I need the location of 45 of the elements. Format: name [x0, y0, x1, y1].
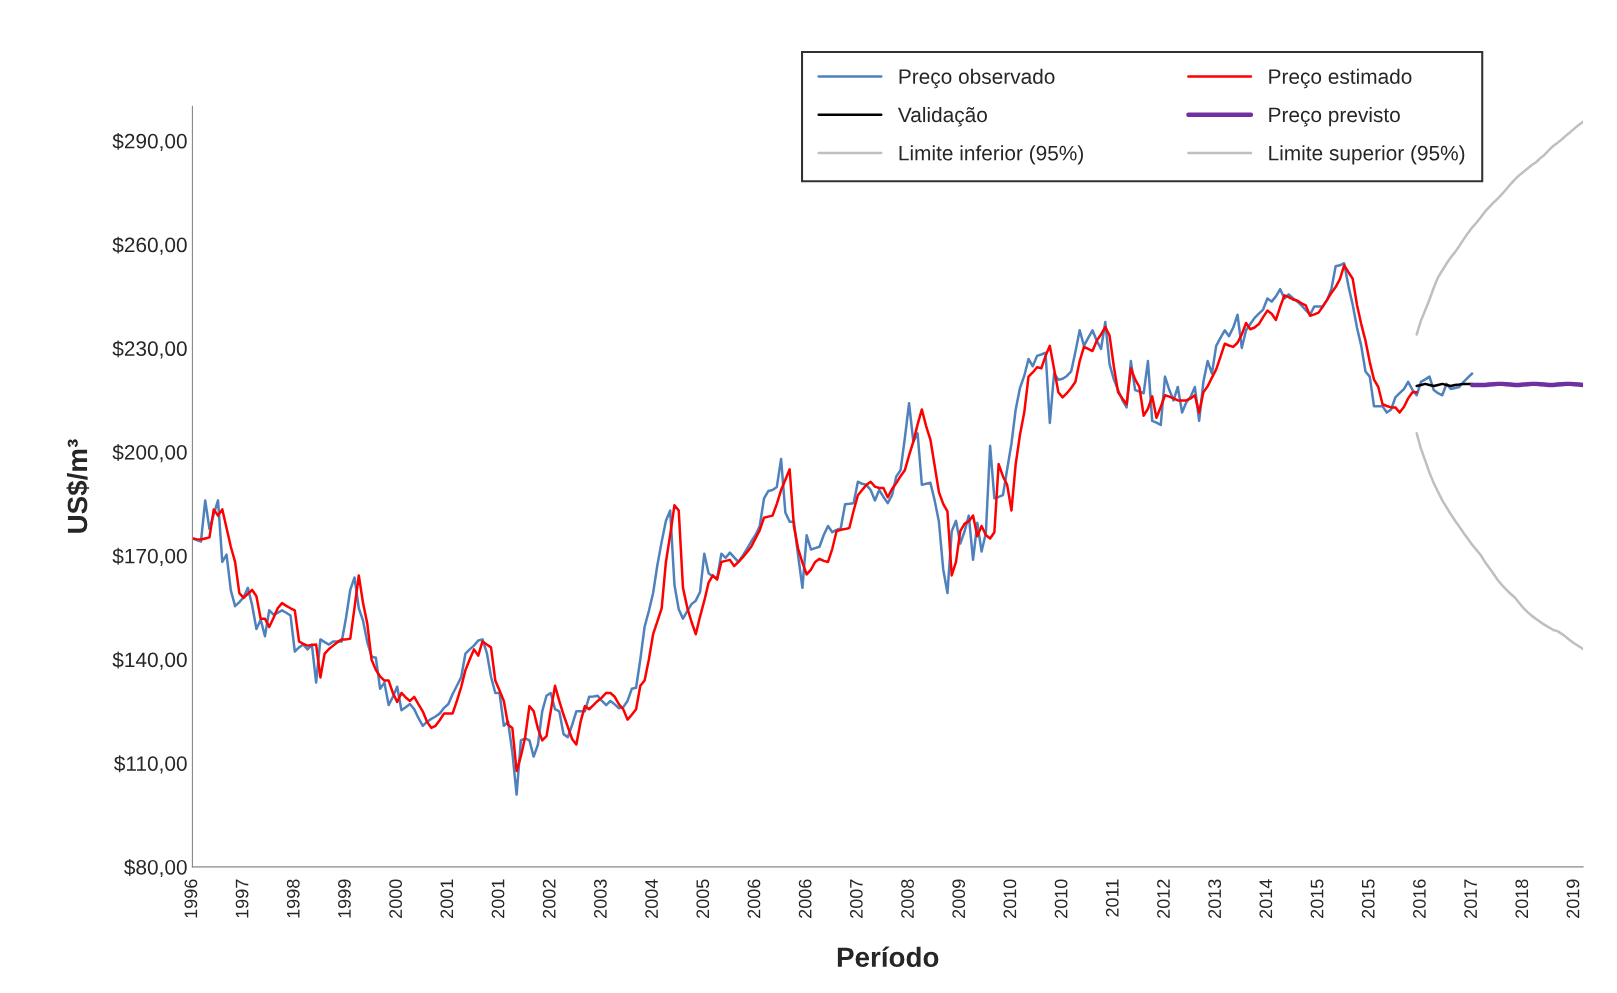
y-tick-label: $140,00: [112, 651, 187, 670]
x-tick-label: 2013: [1208, 879, 1222, 918]
x-tick-label: 2016: [1413, 879, 1426, 918]
legend-label: Limite inferior (95%): [899, 145, 1083, 165]
x-tick-label: 2015: [1310, 879, 1324, 918]
x-tick-label: 2014: [1259, 879, 1273, 918]
x-tick-label: 2006: [747, 879, 761, 918]
x-tick-label: 2002: [542, 879, 556, 918]
y-tick-label: $200,00: [112, 444, 187, 463]
x-tick-label: 2008: [901, 879, 914, 918]
x-tick-label: 2005: [696, 879, 710, 918]
x-tick-label: 1998: [286, 879, 300, 918]
x-tick-label: 1996: [184, 879, 198, 918]
legend-label: Preço previsto: [1269, 106, 1400, 127]
y-tick-label: $230,00: [112, 340, 187, 359]
y-tick-label: $110,00: [114, 755, 187, 774]
legend-label: Validação: [897, 106, 987, 127]
x-tick-label: 2011: [1105, 879, 1119, 917]
line-series: [1415, 432, 1584, 651]
x-tick-label: 1997: [235, 879, 249, 918]
y-tick-label: $170,00: [112, 547, 187, 566]
x-tick-label: 2010: [1054, 879, 1068, 918]
x-tick-label: 2012: [1157, 879, 1170, 918]
legend-label: Preço observado: [899, 68, 1055, 89]
x-tick-label: 2009: [952, 879, 966, 918]
x-tick-label: 2018: [1515, 879, 1529, 918]
x-tick-label: 2004: [645, 879, 658, 918]
x-tick-label: 2007: [849, 879, 863, 918]
x-tick-label: 2015: [1361, 879, 1375, 918]
x-tick-label: 2017: [1464, 879, 1477, 918]
y-tick-label: $290,00: [112, 132, 187, 152]
y-axis-title: US$/m³: [66, 439, 90, 533]
y-tick-label: $260,00: [112, 236, 187, 255]
x-tick-label: 2006: [798, 879, 812, 918]
x-tick-label: 2019: [1566, 879, 1580, 918]
legend-label: Limite superior (95%): [1269, 145, 1465, 165]
x-tick-label: 1999: [338, 879, 351, 918]
x-tick-label: 2010: [1003, 879, 1017, 918]
x-tick-label: 2000: [389, 879, 403, 918]
x-axis-title: Período: [837, 946, 939, 968]
x-tick-label: 2003: [593, 879, 607, 918]
x-tick-label: 2001: [491, 879, 505, 918]
x-tick-label: 2001: [440, 879, 454, 918]
y-tick-label: $80,00: [124, 859, 187, 878]
legend-label: Preço estimado: [1269, 68, 1412, 89]
